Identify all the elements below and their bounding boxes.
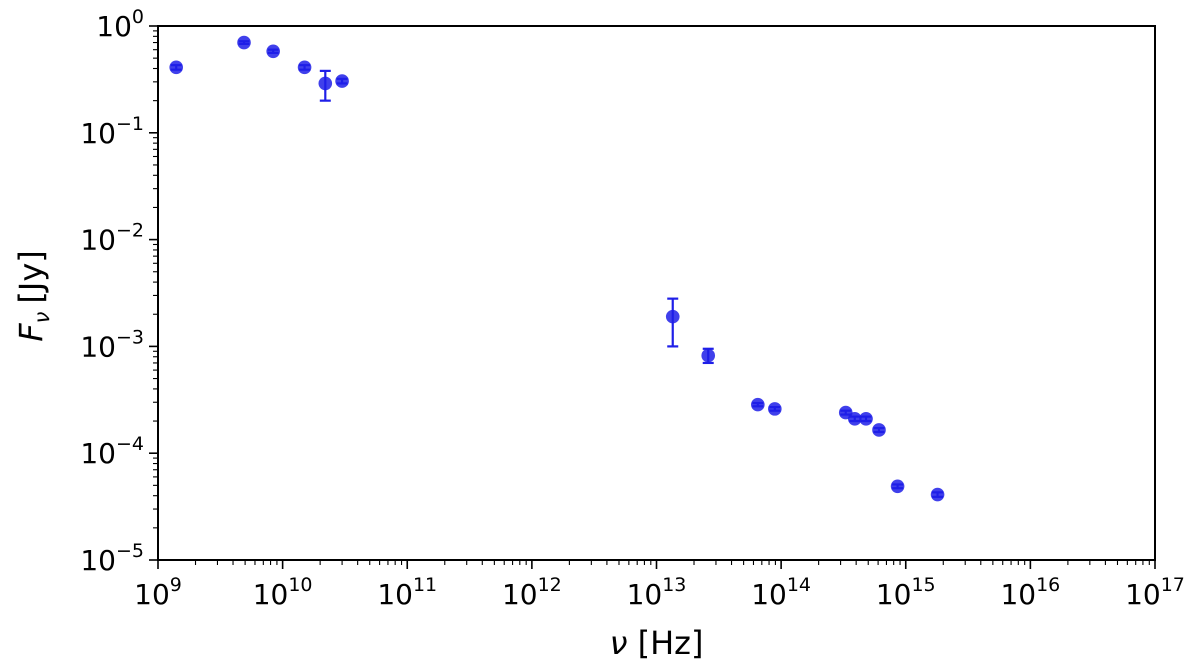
data-point <box>847 411 862 426</box>
data-point <box>335 74 349 88</box>
x-tick-label: 1012 <box>502 574 562 611</box>
data-marker <box>237 35 251 50</box>
data-point <box>890 479 905 494</box>
y-tick-base: 10 <box>80 544 116 577</box>
data-marker <box>930 487 945 502</box>
axis-ticks: 109 1010 1011 1012 1013 1014 1015 1016 101710−51… <box>80 6 1185 611</box>
data-point <box>859 411 873 426</box>
x-tick-exponent: 11 <box>413 574 437 596</box>
y-tick-base: 10 <box>80 330 116 363</box>
y-tick-label: 10−4 <box>80 433 144 470</box>
y-tick-exponent: 0 <box>132 6 144 28</box>
x-tick-exponent: 17 <box>1161 574 1185 596</box>
data-points <box>169 35 945 502</box>
y-tick-base: 10 <box>80 224 116 257</box>
y-axis-label: Fν [Jy] <box>12 250 54 341</box>
y-tick-label: 10−2 <box>80 220 144 257</box>
data-marker <box>297 60 312 75</box>
x-tick-label: 1015 <box>876 574 936 611</box>
data-point <box>751 397 765 412</box>
x-tick-exponent: 15 <box>911 574 935 596</box>
x-tick-exponent: 12 <box>538 574 562 596</box>
x-tick-base: 10 <box>1000 578 1036 611</box>
data-marker <box>701 348 716 363</box>
x-axis-unit: [Hz] <box>638 624 704 662</box>
x-tick-label: 109 <box>134 574 182 611</box>
data-point <box>169 60 184 75</box>
data-marker <box>169 60 184 75</box>
y-axis-symbol: F <box>12 323 50 342</box>
data-point <box>665 297 680 348</box>
x-tick-label: 1010 <box>253 574 313 611</box>
y-tick-label: 100 <box>96 6 144 43</box>
x-tick-base: 10 <box>134 578 170 611</box>
x-tick-exponent: 16 <box>1036 574 1060 596</box>
x-tick-label: 1017 <box>1125 574 1185 611</box>
x-tick-base: 10 <box>377 578 413 611</box>
data-point <box>297 60 312 75</box>
plot-frame <box>157 25 1156 561</box>
y-tick-exponent: −5 <box>116 540 144 562</box>
y-tick-base: 10 <box>80 117 116 150</box>
y-axis-unit: [Jy] <box>12 250 50 303</box>
x-axis-symbol: ν <box>610 624 628 662</box>
x-tick-exponent: 14 <box>787 574 811 596</box>
y-tick-exponent: −2 <box>116 220 144 242</box>
data-marker <box>872 423 886 437</box>
x-tick-exponent: 9 <box>170 574 182 596</box>
x-tick-label: 1011 <box>377 574 437 611</box>
x-tick-base: 10 <box>502 578 538 611</box>
y-tick-exponent: −1 <box>116 113 144 135</box>
x-tick-base: 10 <box>876 578 912 611</box>
x-tick-exponent: 13 <box>662 574 686 596</box>
y-tick-label: 10−1 <box>80 113 144 150</box>
data-marker <box>665 309 680 324</box>
data-marker <box>768 402 782 416</box>
y-tick-exponent: −3 <box>116 326 144 348</box>
x-tick-exponent: 10 <box>288 574 312 596</box>
data-point <box>237 35 251 50</box>
y-tick-base: 10 <box>96 10 132 43</box>
data-marker <box>890 479 905 494</box>
x-tick-label: 1014 <box>751 574 811 611</box>
data-point <box>872 423 886 437</box>
y-tick-label: 10−5 <box>80 540 144 577</box>
data-marker <box>266 44 280 59</box>
x-tick-base: 10 <box>751 578 787 611</box>
data-marker <box>859 411 873 426</box>
x-tick-base: 10 <box>627 578 663 611</box>
data-marker <box>751 397 765 412</box>
y-tick-exponent: −4 <box>116 433 144 455</box>
data-point <box>768 402 782 416</box>
data-point <box>318 69 333 102</box>
data-point <box>701 347 716 365</box>
x-tick-base: 10 <box>253 578 289 611</box>
x-tick-label: 1013 <box>627 574 687 611</box>
y-tick-base: 10 <box>80 437 116 470</box>
y-tick-label: 10−3 <box>80 326 144 363</box>
x-axis-label: ν [Hz] <box>610 624 704 662</box>
x-tick-label: 1016 <box>1000 574 1060 611</box>
x-tick-base: 10 <box>1125 578 1161 611</box>
data-point <box>930 487 945 502</box>
y-axis-subscript: ν <box>30 311 54 323</box>
data-point <box>266 44 280 59</box>
data-marker <box>335 74 349 88</box>
data-marker <box>318 76 333 91</box>
data-marker <box>847 411 862 426</box>
